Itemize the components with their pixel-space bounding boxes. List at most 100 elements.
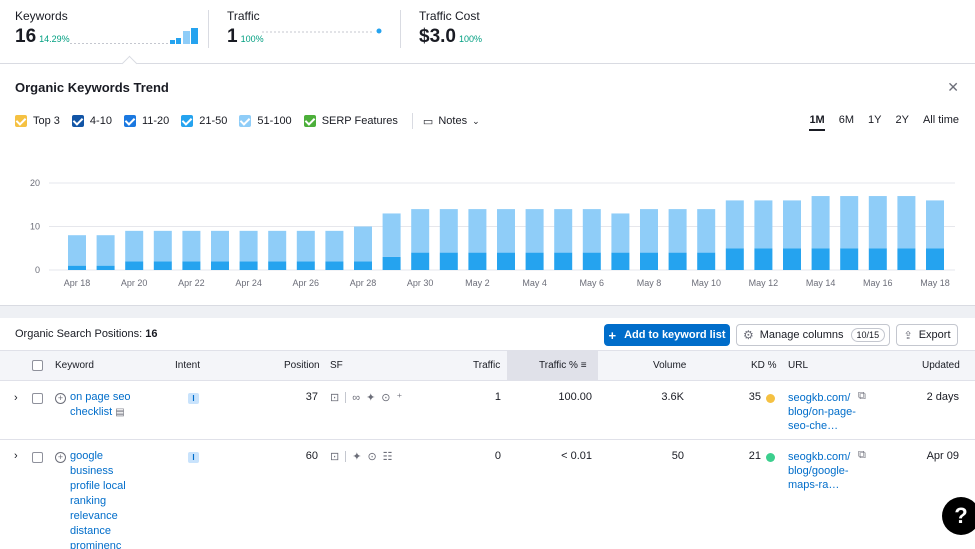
export-button[interactable]: ⇪ Export (896, 324, 958, 346)
bar-segment (582, 209, 601, 253)
chevron-right-icon[interactable]: › (14, 392, 18, 404)
add-circle-icon[interactable]: + (55, 452, 66, 463)
bar-segment (96, 265, 115, 270)
bar-segment (268, 261, 287, 270)
bar-segment (468, 209, 487, 253)
traffic-sparkline (262, 28, 382, 34)
external-link-icon[interactable]: ⧉ (858, 390, 866, 402)
bar-segment (668, 209, 687, 253)
url-link[interactable]: seogkb.com/blog/google-maps-ra… (788, 451, 851, 491)
link-icon[interactable]: ∞ (352, 391, 361, 404)
legend-label: 11-20 (141, 115, 170, 127)
close-icon[interactable]: ✕ (947, 79, 959, 95)
x-tick-label: May 8 (637, 278, 662, 288)
period-all-time[interactable]: All time (922, 114, 959, 126)
bar-segment (725, 200, 744, 249)
positions-header: Organic Search Positions: 16 + Add to key… (0, 318, 975, 350)
bar-segment (68, 235, 86, 266)
bar-segment (239, 261, 258, 270)
legend-divider (411, 113, 413, 129)
col-position[interactable]: Position (284, 360, 320, 371)
col-traffic-pct[interactable]: Traffic % ≡ (539, 360, 587, 371)
intent-badge: I (188, 452, 199, 463)
bar-segment (754, 200, 773, 249)
select-all-checkbox[interactable] (32, 360, 43, 371)
keyword-link[interactable]: google business profile local ranking re… (70, 450, 126, 549)
legend-4-10[interactable]: 4-10 (71, 115, 112, 127)
image-search-icon[interactable]: ⊡ (330, 451, 340, 463)
checkbox-icon[interactable] (123, 115, 136, 127)
legend-label: SERP Features (321, 115, 398, 127)
more-features-icon[interactable]: ⁺ (396, 392, 403, 404)
col-traffic[interactable]: Traffic (473, 360, 501, 371)
period-selector: 1M 6M 1Y 2Y All time (795, 114, 959, 131)
metric-traffic-cost[interactable]: Traffic Cost $3.0 100% (419, 0, 579, 64)
x-tick-label: Apr 30 (407, 278, 434, 288)
help-button[interactable]: ? (942, 497, 975, 535)
col-url[interactable]: URL (788, 360, 809, 371)
notes-dropdown[interactable]: ▭ Notes ⌄ (423, 115, 480, 128)
bar-segment (725, 248, 744, 270)
bar-segment (554, 252, 573, 270)
row-checkbox[interactable] (32, 393, 43, 404)
keywords-sparkline (70, 28, 198, 44)
bar-segment (926, 200, 944, 249)
col-intent[interactable]: Intent (175, 360, 201, 371)
period-2y[interactable]: 2Y (895, 114, 909, 126)
table-row: › + on page seo checklist ▤ I 37 ⊡ ∞ ✦ ⊙… (0, 381, 975, 440)
col-sf[interactable]: SF (330, 360, 343, 371)
period-1y[interactable]: 1Y (868, 114, 882, 126)
checkbox-icon[interactable] (239, 115, 252, 127)
sparkle-icon[interactable]: ✦ (352, 451, 362, 463)
x-tick-label: Apr 28 (350, 278, 377, 288)
x-tick-label: May 10 (691, 278, 721, 288)
external-link-icon[interactable]: ⧉ (858, 449, 866, 461)
sparkle-icon[interactable]: ✦ (366, 392, 376, 404)
position-value: 37 (305, 391, 318, 403)
y-tick-label: 20 (30, 178, 40, 188)
page-icon: ▤ (115, 407, 125, 418)
manage-columns-button[interactable]: ⚙ Manage columns 10/15 (736, 324, 890, 346)
video-icon[interactable]: ⊙ (367, 451, 377, 463)
metric-keywords[interactable]: Keywords 16 14.29% (15, 0, 205, 64)
bar-segment (926, 248, 944, 270)
checkbox-icon[interactable] (15, 115, 27, 127)
checkbox-icon[interactable] (181, 115, 194, 127)
bar-segment (611, 213, 630, 253)
x-tick-label: May 6 (580, 278, 605, 288)
row-checkbox[interactable] (32, 452, 43, 463)
add-button-label: Add to keyword list (624, 329, 726, 341)
legend-11-20[interactable]: 11-20 (123, 115, 170, 127)
checkbox-icon[interactable] (303, 115, 316, 127)
legend-51-100[interactable]: 51-100 (239, 115, 292, 127)
col-keyword[interactable]: Keyword (55, 360, 94, 371)
checkbox-icon[interactable] (71, 115, 84, 127)
add-circle-icon[interactable]: + (55, 393, 66, 404)
metric-keywords-change: 14.29% (39, 34, 70, 44)
traffic-pct-value: 100.00 (558, 391, 592, 403)
video-icon[interactable]: ⊙ (381, 392, 391, 404)
chevron-right-icon[interactable]: › (14, 450, 18, 462)
legend-top3[interactable]: Top 3 (15, 115, 60, 127)
bar-segment (354, 261, 372, 270)
legend-serp-features[interactable]: SERP Features (303, 115, 398, 127)
metric-traffic-change: 100% (240, 34, 264, 44)
col-updated[interactable]: Updated (922, 360, 960, 371)
y-tick-label: 10 (30, 222, 40, 232)
legend-21-50[interactable]: 21-50 (181, 115, 227, 127)
period-6m[interactable]: 6M (838, 114, 854, 126)
period-1m[interactable]: 1M (809, 114, 825, 131)
bar-segment (439, 209, 458, 253)
col-kd[interactable]: KD % (751, 360, 777, 371)
gear-icon: ⚙ (743, 328, 754, 342)
col-volume[interactable]: Volume (653, 360, 687, 371)
url-link[interactable]: seogkb.com/blog/on-page-seo-che… (788, 392, 856, 432)
metric-traffic[interactable]: Traffic 1 100% (227, 0, 387, 64)
bar-segment (468, 252, 487, 270)
columns-count-badge: 10/15 (850, 328, 886, 342)
list-icon[interactable]: ☷ (382, 451, 393, 463)
updated-value: Apr 09 (926, 450, 959, 462)
keyword-link[interactable]: on page seo checklist ▤ (70, 390, 150, 420)
add-to-keyword-list-button[interactable]: + Add to keyword list (604, 324, 730, 346)
image-search-icon[interactable]: ⊡ (330, 392, 340, 404)
